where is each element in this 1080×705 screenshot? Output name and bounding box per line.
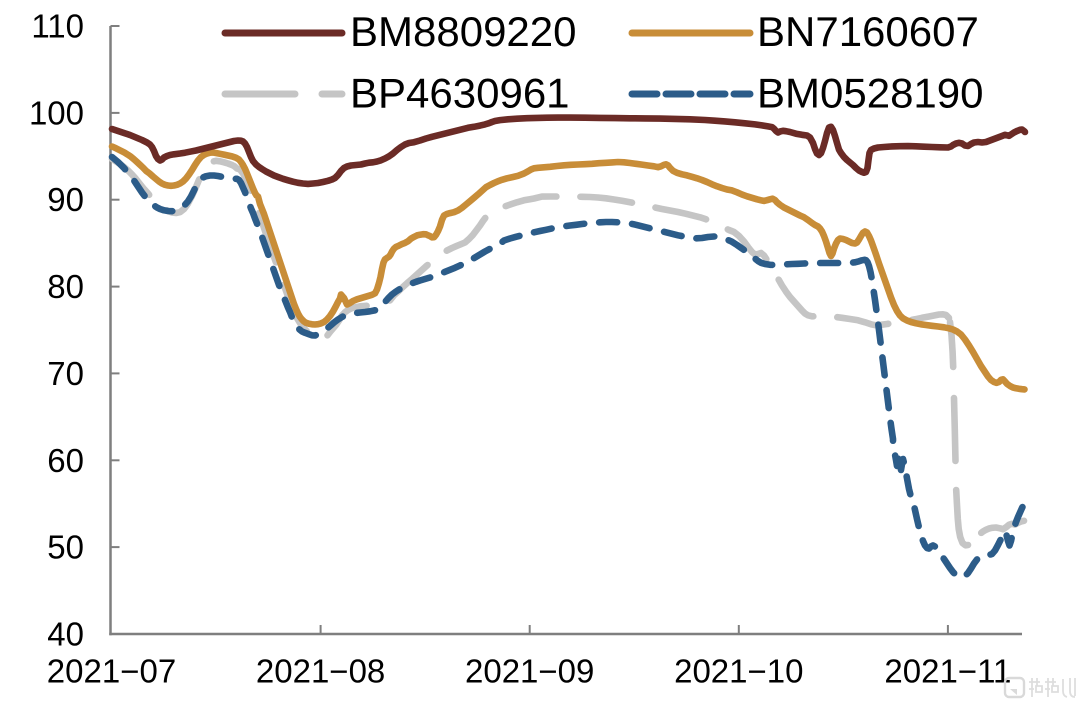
svg-text:BP4630961: BP4630961	[350, 70, 570, 117]
svg-text:110: 110	[31, 8, 84, 45]
svg-text:2021−10: 2021−10	[674, 653, 803, 690]
svg-text:2021−09: 2021−09	[465, 653, 594, 690]
svg-text:90: 90	[47, 181, 84, 218]
svg-text:40: 40	[47, 616, 84, 653]
svg-text:BM8809220: BM8809220	[350, 8, 577, 55]
svg-text:100: 100	[29, 94, 84, 131]
svg-text:50: 50	[47, 529, 84, 566]
svg-text:80: 80	[47, 268, 84, 305]
svg-text:BN7160607: BN7160607	[757, 8, 979, 55]
svg-text:2021−11: 2021−11	[884, 653, 1011, 690]
svg-text:60: 60	[47, 442, 84, 479]
svg-text:BM0528190: BM0528190	[757, 70, 984, 117]
svg-text:70: 70	[47, 355, 84, 392]
svg-text:2021−07: 2021−07	[47, 653, 176, 690]
svg-text:2021−08: 2021−08	[256, 653, 385, 690]
